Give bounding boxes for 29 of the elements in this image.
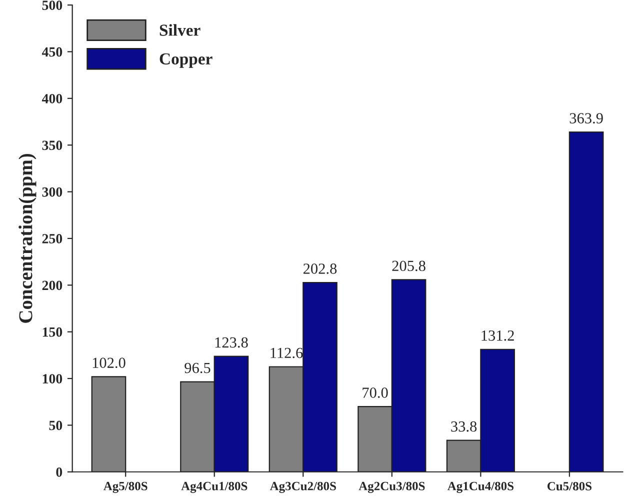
x-tick-label: Ag4Cu1/80S xyxy=(181,482,248,493)
y-tick-label: 450 xyxy=(42,47,62,57)
legend-label: Silver xyxy=(160,24,200,36)
data-label: 70.0 xyxy=(362,388,388,398)
y-tick-label: 400 xyxy=(42,94,62,104)
y-tick-label: 150 xyxy=(42,327,62,337)
y-tick-label: 350 xyxy=(42,140,62,150)
data-label: 33.8 xyxy=(451,421,477,432)
x-tick-label: Ag5/80S xyxy=(103,482,148,493)
y-tick-label: 300 xyxy=(42,187,62,197)
data-label: 131.2 xyxy=(482,330,514,341)
data-label: 202.8 xyxy=(303,264,337,274)
x-tick-label: Ag1Cu4/80S xyxy=(447,482,514,493)
y-tick-label: 500 xyxy=(42,0,62,10)
y-tick-label: 100 xyxy=(42,374,62,384)
x-tick-label: Ag2Cu3/80S xyxy=(358,482,425,493)
data-label: 363.9 xyxy=(570,113,603,124)
data-label: 96.5 xyxy=(184,362,210,374)
x-tick-label: Cu5/80S xyxy=(547,482,592,490)
legend-label: Copper xyxy=(160,53,212,68)
data-label: 102.0 xyxy=(92,358,126,368)
data-label: 205.8 xyxy=(392,260,426,272)
y-tick-label: 200 xyxy=(42,280,62,290)
y-tick-label: 50 xyxy=(49,420,62,430)
data-label: 123.8 xyxy=(215,337,248,348)
y-tick-label: 0 xyxy=(56,467,62,477)
y-axis-title: Concentration(ppm) xyxy=(18,154,36,323)
y-tick-label: 250 xyxy=(42,234,62,244)
x-tick-label: Ag3Cu2/80S xyxy=(270,482,336,493)
